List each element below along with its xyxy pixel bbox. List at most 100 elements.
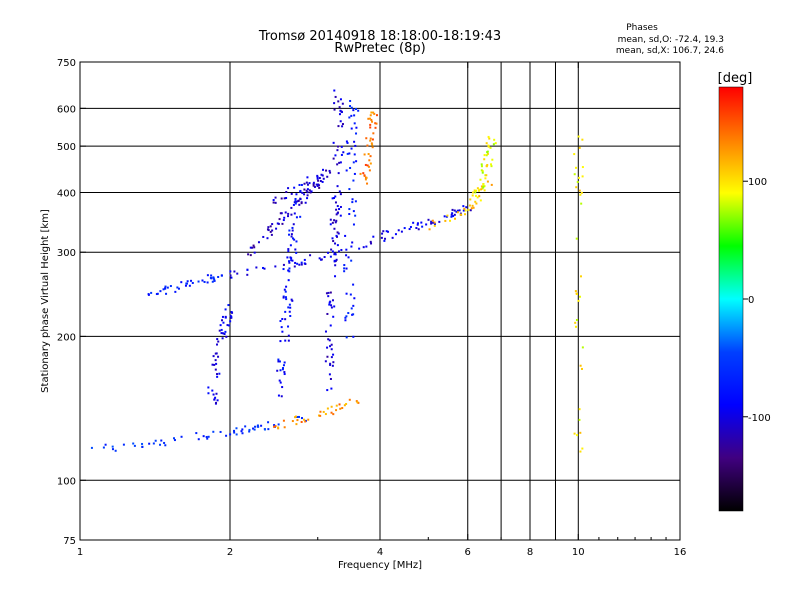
data-point xyxy=(454,217,457,220)
data-point xyxy=(283,361,286,364)
data-point xyxy=(409,225,412,228)
data-point xyxy=(236,272,239,275)
data-point xyxy=(274,425,277,428)
data-point xyxy=(326,175,329,178)
data-point xyxy=(362,172,365,175)
data-point xyxy=(312,184,315,187)
data-point xyxy=(343,404,346,407)
data-point xyxy=(321,174,324,177)
data-point xyxy=(337,125,340,128)
data-point xyxy=(279,340,282,343)
data-point xyxy=(492,143,495,146)
data-point xyxy=(574,290,577,293)
data-point xyxy=(354,144,357,147)
data-point xyxy=(433,223,436,226)
data-point xyxy=(487,135,490,138)
data-point xyxy=(316,177,319,180)
data-point xyxy=(294,197,297,200)
data-point xyxy=(481,171,484,174)
data-point xyxy=(334,260,337,263)
data-point xyxy=(464,213,467,216)
data-point xyxy=(277,222,280,225)
data-point xyxy=(220,328,223,331)
data-point xyxy=(432,221,435,224)
data-point xyxy=(469,209,472,212)
data-point xyxy=(458,209,461,212)
data-point xyxy=(317,414,320,417)
data-point xyxy=(387,230,390,233)
data-point xyxy=(336,244,339,247)
data-point xyxy=(577,176,580,179)
data-point xyxy=(278,218,281,221)
data-point xyxy=(482,186,485,189)
data-point xyxy=(269,230,272,233)
data-point xyxy=(333,253,336,256)
data-point xyxy=(364,163,367,166)
data-point xyxy=(330,356,333,359)
data-point xyxy=(297,199,300,202)
x-tick-label: 2 xyxy=(227,547,233,558)
data-point xyxy=(344,316,347,319)
data-point xyxy=(290,233,293,236)
data-point xyxy=(164,287,167,290)
data-point xyxy=(350,114,353,117)
data-point xyxy=(489,146,492,149)
data-point xyxy=(350,127,353,130)
data-point xyxy=(229,320,232,323)
data-point xyxy=(217,340,220,343)
data-point xyxy=(290,192,293,195)
data-point xyxy=(322,177,325,180)
data-point xyxy=(381,232,384,235)
phase-stats-o: mean, sd,O: -72.4, 19.3 xyxy=(618,35,724,45)
colorbar xyxy=(718,86,744,512)
data-point xyxy=(293,186,296,189)
data-point xyxy=(90,446,93,449)
data-point xyxy=(352,179,355,182)
data-point xyxy=(337,250,340,253)
data-point xyxy=(324,330,327,333)
data-point xyxy=(308,182,311,185)
data-point xyxy=(220,274,223,277)
data-point xyxy=(336,205,339,208)
data-point xyxy=(246,268,249,271)
data-point xyxy=(339,214,342,217)
data-point xyxy=(280,395,283,398)
data-point xyxy=(333,197,336,200)
data-point xyxy=(348,188,351,191)
data-point xyxy=(292,203,295,206)
data-point xyxy=(264,428,267,431)
data-point xyxy=(279,212,282,215)
data-point xyxy=(293,265,296,268)
data-point xyxy=(213,279,216,282)
data-point xyxy=(331,237,334,240)
data-point xyxy=(277,426,280,429)
data-point xyxy=(287,250,290,253)
y-tick-label: 600 xyxy=(57,104,76,115)
data-point xyxy=(225,335,228,338)
data-point xyxy=(480,169,483,172)
data-point xyxy=(227,304,230,307)
data-point xyxy=(329,223,332,226)
data-point xyxy=(261,266,264,269)
data-point xyxy=(382,230,385,233)
data-point xyxy=(368,159,371,162)
data-point xyxy=(255,266,258,269)
data-point xyxy=(318,257,321,260)
data-point xyxy=(352,161,355,164)
colorbar-tick-label: -100 xyxy=(748,413,771,424)
data-point xyxy=(486,150,489,153)
data-point xyxy=(478,195,481,198)
data-point xyxy=(213,363,216,366)
data-point xyxy=(288,260,291,263)
data-point xyxy=(573,153,576,156)
data-point xyxy=(206,274,209,277)
data-point xyxy=(260,424,263,427)
data-point xyxy=(337,172,340,175)
data-point xyxy=(253,428,256,431)
data-point xyxy=(487,144,490,147)
data-point xyxy=(331,197,334,200)
data-point xyxy=(345,248,348,251)
data-point xyxy=(309,191,312,194)
data-point xyxy=(486,180,489,183)
data-point xyxy=(289,306,292,309)
